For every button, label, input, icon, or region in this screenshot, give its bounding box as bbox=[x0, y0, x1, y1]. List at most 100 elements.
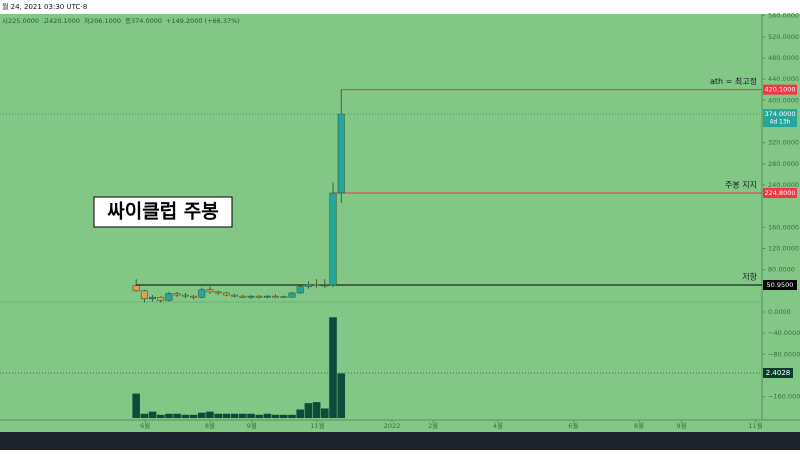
x-tick-label: 9월 bbox=[677, 421, 687, 430]
candle-body bbox=[206, 289, 214, 293]
bottom-bar bbox=[0, 432, 800, 450]
y-tick-label: 280.0000 bbox=[768, 160, 799, 168]
countdown: 4d 13h bbox=[770, 119, 791, 126]
y-tick-label: 80.0000 bbox=[768, 266, 795, 274]
candle-body bbox=[198, 289, 206, 298]
volume-bar bbox=[312, 402, 321, 418]
y-tick-label: 440.0000 bbox=[768, 75, 799, 83]
volume-bar bbox=[271, 414, 280, 418]
volume-bar bbox=[329, 317, 337, 418]
y-tick-label: −40.0000 bbox=[768, 329, 800, 337]
volume-bar bbox=[255, 414, 263, 418]
y-tick-label: 320.0000 bbox=[768, 139, 799, 147]
level-price-box bbox=[763, 188, 797, 199]
volume-bar bbox=[337, 373, 346, 418]
x-tick-label: 11월 bbox=[310, 421, 324, 430]
level-price: 420.1000 bbox=[764, 86, 795, 94]
level-price-box bbox=[763, 280, 797, 291]
candle-body bbox=[181, 294, 189, 297]
y-tick-label: 120.0000 bbox=[768, 244, 799, 252]
ohlc-value: 고420.1000 bbox=[43, 17, 80, 25]
y-tick-label: 560.0000 bbox=[768, 12, 799, 20]
volume-bar bbox=[140, 413, 149, 418]
volume-bar bbox=[197, 412, 206, 418]
volume-bar bbox=[288, 414, 296, 418]
candle-body bbox=[247, 295, 255, 298]
ohlc-value: 저206.1000 bbox=[84, 16, 121, 25]
x-tick-label: 4월 bbox=[493, 421, 503, 430]
y-tick-label: −80.0000 bbox=[768, 350, 800, 358]
level-name: 주봉 지지 bbox=[725, 181, 757, 190]
volume-bar bbox=[280, 414, 288, 418]
ohlc-value: 시225.0000 bbox=[2, 17, 39, 25]
candle-body bbox=[157, 296, 165, 301]
volume-bar bbox=[173, 413, 181, 418]
y-tick-label: 480.0000 bbox=[768, 54, 799, 62]
volume-bar bbox=[321, 408, 329, 418]
volume-bar bbox=[206, 411, 214, 418]
candle-body bbox=[337, 113, 345, 194]
y-tick-label: 160.0000 bbox=[768, 223, 799, 231]
y-tick-label: 0.0000 bbox=[768, 308, 791, 316]
candle-body bbox=[165, 293, 173, 301]
x-tick-label: 8월 bbox=[205, 421, 215, 430]
x-tick-label: 6월 bbox=[568, 421, 578, 430]
x-tick-label: 2022 bbox=[384, 422, 401, 430]
volume-bar bbox=[238, 413, 247, 418]
volume-bar bbox=[230, 413, 239, 418]
ohlc-value: +149.2000 (+66.37%) bbox=[166, 17, 240, 25]
volume-bar bbox=[156, 414, 165, 418]
annotation: 싸이클럽 주봉 bbox=[107, 201, 219, 223]
y-tick-label: 520.0000 bbox=[768, 33, 799, 41]
candle-body bbox=[272, 295, 280, 298]
plot bbox=[0, 89, 762, 418]
candle-body bbox=[173, 293, 181, 296]
y-tick-label: −160.0000 bbox=[768, 393, 800, 401]
volume-bar bbox=[247, 413, 255, 418]
level-price-box bbox=[763, 84, 797, 95]
time-axis bbox=[0, 420, 800, 432]
level-price: 50.9500 bbox=[767, 281, 794, 289]
candle-body bbox=[140, 290, 148, 300]
top-bar bbox=[0, 0, 800, 14]
volume-bar bbox=[189, 414, 198, 418]
volume-bar bbox=[165, 413, 173, 418]
level-price: 224.8000 bbox=[764, 189, 795, 197]
indicator-label: 2.4028 bbox=[766, 369, 791, 377]
last-price-box bbox=[763, 109, 797, 128]
y-tick-label: 240.0000 bbox=[768, 181, 799, 189]
indicator-box bbox=[763, 368, 793, 378]
last-price: 374.0000 bbox=[764, 110, 795, 118]
price-axis bbox=[762, 14, 800, 420]
candle-body bbox=[149, 296, 157, 300]
volume-bar bbox=[214, 413, 222, 418]
volume-bar bbox=[304, 403, 313, 418]
header-date: 월 24, 2021 03:30 UTC-8 bbox=[2, 2, 87, 11]
candle-body bbox=[222, 292, 230, 296]
x-tick-label: 2월 bbox=[428, 421, 438, 430]
candle-body bbox=[288, 292, 296, 298]
candle-body bbox=[239, 295, 247, 298]
candle-body bbox=[304, 284, 312, 287]
volume-bar bbox=[148, 411, 157, 418]
volume-bar bbox=[296, 409, 305, 418]
x-tick-label: 9월 bbox=[247, 421, 257, 430]
ohlc-value: 종374.0000 bbox=[125, 17, 162, 25]
x-tick-label: 6월 bbox=[140, 421, 150, 430]
volume-bar bbox=[263, 413, 272, 418]
annotation-box bbox=[93, 196, 233, 228]
volume-bar bbox=[132, 393, 140, 418]
candle-body bbox=[255, 295, 263, 298]
y-tick-label: 400.0000 bbox=[768, 96, 799, 104]
volume-bar bbox=[222, 413, 231, 418]
candle-body bbox=[231, 294, 239, 297]
x-tick-label: 11월 bbox=[748, 421, 762, 430]
candle-body bbox=[132, 285, 140, 292]
level-name: ath = 최고정 bbox=[710, 76, 757, 86]
level-name: 저항 bbox=[742, 273, 757, 282]
candle-body bbox=[190, 295, 198, 298]
candle-body bbox=[280, 296, 288, 298]
candle-body bbox=[214, 291, 222, 294]
candle-body bbox=[296, 286, 304, 294]
